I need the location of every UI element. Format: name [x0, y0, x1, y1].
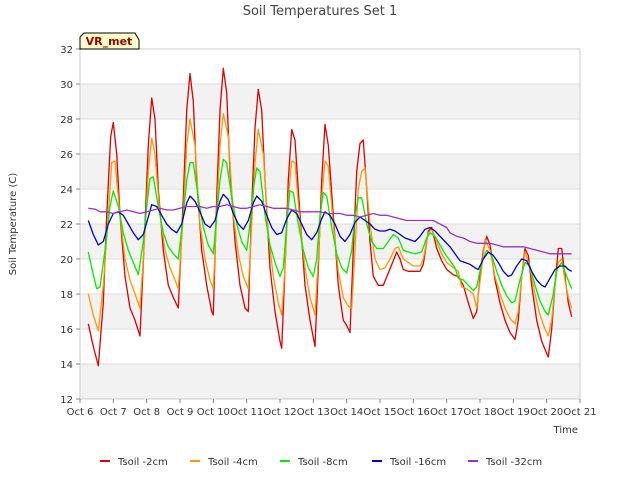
series-line-1	[87, 67, 573, 367]
y-tick-label: 12	[60, 395, 73, 406]
grid-band	[80, 224, 580, 259]
grid-band	[80, 294, 580, 329]
x-tick-label: Oct 13	[297, 407, 330, 418]
x-tick-label: Oct 15	[363, 407, 396, 418]
y-tick-label: 14	[60, 360, 73, 371]
x-tick-label: Oct 9	[167, 407, 194, 418]
series-line-3	[87, 158, 573, 316]
x-tick-label: Oct 6	[67, 407, 94, 418]
legend-item-2: Tsoil -4cm	[190, 457, 258, 468]
station-label-box	[79, 32, 140, 50]
legend: Tsoil -2cm Tsoil -4cm Tsoil -8cm Tsoil -16c…	[100, 457, 542, 468]
legend-label: Tsoil -4cm	[207, 457, 258, 468]
x-tick-label: Oct 20	[530, 407, 563, 418]
x-tick-label: Oct 17	[430, 407, 463, 418]
y-tick-label: 18	[60, 290, 73, 301]
x-tick-label: Oct 16	[397, 407, 430, 418]
y-tick-label: 20	[60, 255, 73, 266]
chart-title: Soil Temperatures Set 1	[243, 4, 398, 19]
y-tick-label: 16	[60, 325, 73, 336]
y-tick-label: 24	[60, 185, 73, 196]
legend-label: Tsoil -16cm	[389, 457, 446, 468]
x-tick-label: Oct 18	[463, 407, 496, 418]
y-tick-label: 22	[60, 220, 73, 231]
y-tick-label: 28	[60, 115, 73, 126]
grid-band	[80, 84, 580, 119]
x-tick-label: Oct 8	[133, 407, 160, 418]
y-axis-label: Soil Temperature (C)	[8, 173, 19, 276]
legend-item-4: Tsoil -16cm	[372, 457, 446, 468]
legend-label: Tsoil -2cm	[117, 457, 168, 468]
x-tick-label: Oct 12	[263, 407, 296, 418]
x-tick-label: Oct 21	[563, 407, 596, 418]
grid-band	[80, 364, 580, 399]
x-tick-label: Oct 10	[197, 407, 230, 418]
x-axis-label: Time	[553, 425, 578, 436]
legend-label: Tsoil -32cm	[485, 457, 542, 468]
legend-item-5: Tsoil -32cm	[468, 457, 542, 468]
series-line-2	[87, 113, 573, 337]
y-tick-label: 26	[60, 150, 73, 161]
x-tick-label: Oct 19	[497, 407, 530, 418]
legend-item-1: Tsoil -2cm	[100, 457, 168, 468]
y-tick-label: 32	[60, 45, 73, 56]
legend-label: Tsoil -8cm	[297, 457, 348, 468]
x-tick-label: Oct 14	[330, 407, 363, 418]
y-tick-label: 30	[60, 80, 73, 91]
station-label-text: VR_met	[86, 35, 133, 48]
legend-item-3: Tsoil -8cm	[280, 457, 348, 468]
series-line-5	[88, 204, 572, 255]
series-line-4	[87, 193, 573, 288]
plot-area: 12 14 16 18 20 22 24 26 28 30 32 Oct 6 Oct 7 Oct 8 Oct…	[60, 45, 596, 418]
x-tick-label: Oct 11	[230, 407, 263, 418]
station-label-badge: VR_met	[79, 32, 140, 50]
x-tick-label: Oct 7	[100, 407, 127, 418]
